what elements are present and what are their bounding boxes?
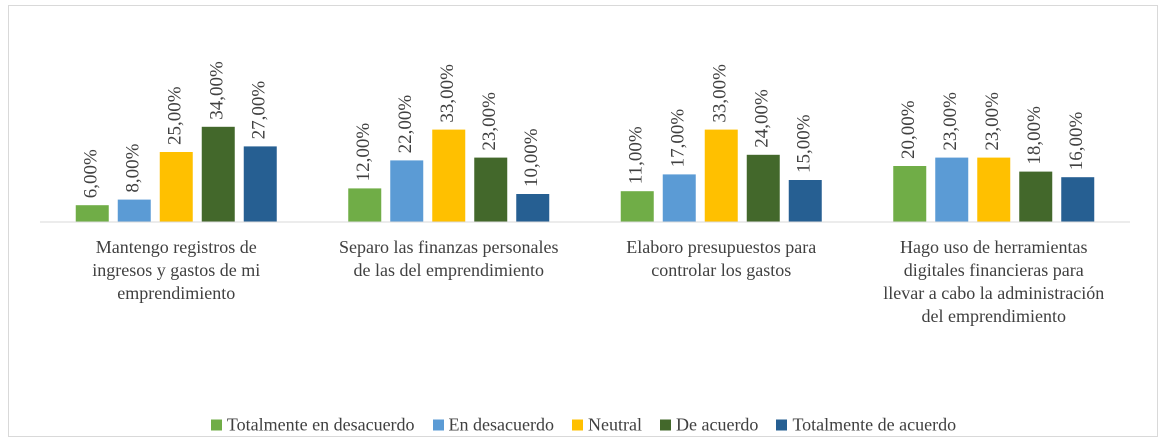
value-label: 34,00% — [207, 61, 228, 120]
legend-swatch — [776, 419, 788, 431]
value-label: 15,00% — [794, 114, 815, 173]
value-label: 11,00% — [626, 126, 647, 184]
value-label: 17,00% — [668, 109, 689, 168]
legend-swatch — [572, 419, 583, 431]
bar — [432, 129, 466, 222]
bar — [935, 157, 969, 222]
value-label: 16,00% — [1066, 111, 1087, 170]
bar — [620, 191, 654, 222]
bar — [704, 129, 738, 222]
chart-frame — [8, 5, 1158, 437]
legend: Totalmente en desacuerdo En desacuerdo Neu… — [0, 415, 1167, 436]
bar — [159, 152, 193, 222]
value-label: 10,00% — [521, 128, 542, 187]
value-label: 12,00% — [353, 123, 374, 182]
bar — [390, 160, 424, 222]
legend-item: Totalmente en desacuerdo — [210, 414, 415, 436]
value-label: 27,00% — [249, 81, 270, 140]
legend-label: En desacuerdo — [448, 414, 554, 435]
legend-item: En desacuerdo — [432, 414, 554, 436]
bar — [243, 146, 277, 222]
value-label: 23,00% — [479, 92, 500, 151]
bar — [662, 174, 696, 222]
legend-item: De acuerdo — [659, 414, 759, 436]
value-label: 24,00% — [752, 89, 773, 148]
value-label: 22,00% — [395, 95, 416, 154]
value-label: 18,00% — [1024, 106, 1045, 165]
bar — [788, 180, 822, 222]
value-label: 23,00% — [940, 92, 961, 151]
bar — [75, 205, 109, 222]
legend-label: Neutral — [588, 414, 642, 435]
value-label: 23,00% — [982, 92, 1003, 151]
bar — [977, 157, 1011, 222]
x-tick-label: Separo las finanzas personales de las de… — [339, 237, 559, 280]
legend-item: Neutral — [572, 415, 642, 436]
value-label: 20,00% — [898, 100, 919, 159]
legend-item: Totalmente de acuerdo — [776, 415, 956, 436]
bar — [201, 126, 235, 222]
x-tick-label: Mantengo registros de ingresos y gastos … — [92, 237, 261, 303]
bar — [746, 154, 780, 222]
bar — [516, 194, 550, 222]
legend-swatch — [210, 419, 222, 431]
x-tick-label: Hago uso de herramientas digitales finan… — [883, 237, 1105, 326]
bar — [1061, 177, 1095, 222]
legend-swatch — [432, 419, 444, 431]
x-tick-label: Elaboro presupuestos para controlar los … — [626, 237, 817, 280]
value-label: 25,00% — [165, 86, 186, 145]
bar — [348, 188, 382, 222]
value-label: 8,00% — [123, 143, 144, 192]
bar — [117, 199, 151, 222]
bar — [1019, 171, 1053, 222]
legend-swatch — [659, 419, 671, 431]
legend-label: De acuerdo — [675, 414, 759, 435]
value-label: 33,00% — [437, 64, 458, 123]
legend-label: Totalmente en desacuerdo — [226, 414, 415, 435]
bar — [893, 166, 927, 222]
bar — [474, 157, 508, 222]
legend-label: Totalmente de acuerdo — [792, 414, 957, 435]
value-label: 33,00% — [710, 64, 731, 123]
value-label: 6,00% — [81, 149, 102, 198]
